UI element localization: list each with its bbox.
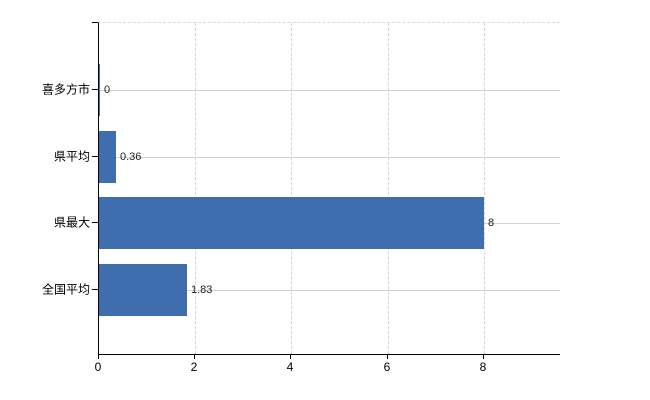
x-tick-label: 6 <box>383 360 391 374</box>
vertical-gridline <box>484 23 485 354</box>
category-label: 喜多方市 <box>41 82 90 97</box>
y-axis-tick <box>92 89 98 90</box>
x-tick-label: 4 <box>286 360 294 374</box>
bar <box>99 131 116 183</box>
vertical-gridline <box>291 23 292 354</box>
bar <box>99 197 484 249</box>
vertical-gridline <box>195 23 196 354</box>
bar-value-label: 0.36 <box>120 151 142 163</box>
bar-value-label: 1.83 <box>191 284 213 296</box>
x-axis-tick <box>194 354 195 359</box>
bar-value-label: 0 <box>104 84 111 96</box>
x-axis-tick <box>483 354 484 359</box>
x-tick-label: 8 <box>479 360 487 374</box>
x-axis-tick <box>98 354 99 359</box>
vertical-gridline <box>388 23 389 354</box>
y-axis-tick <box>92 222 98 223</box>
y-axis-tick <box>92 289 98 290</box>
category-label: 県最大 <box>53 215 90 230</box>
bar <box>99 264 187 316</box>
plot-area: 0 0.36 8 1.83 <box>98 22 560 355</box>
horizontal-gridline <box>99 290 560 291</box>
horizontal-gridline <box>99 157 560 158</box>
x-tick-label: 2 <box>190 360 198 374</box>
bar <box>99 64 100 116</box>
horizontal-gridline <box>99 90 560 91</box>
y-axis-top-tick <box>92 22 98 23</box>
bar-value-label: 8 <box>488 217 495 229</box>
x-axis-tick <box>387 354 388 359</box>
x-tick-label: 0 <box>94 360 102 374</box>
category-label: 県平均 <box>53 149 90 164</box>
category-label: 全国平均 <box>41 282 90 297</box>
y-axis-tick <box>92 156 98 157</box>
x-axis-tick <box>290 354 291 359</box>
